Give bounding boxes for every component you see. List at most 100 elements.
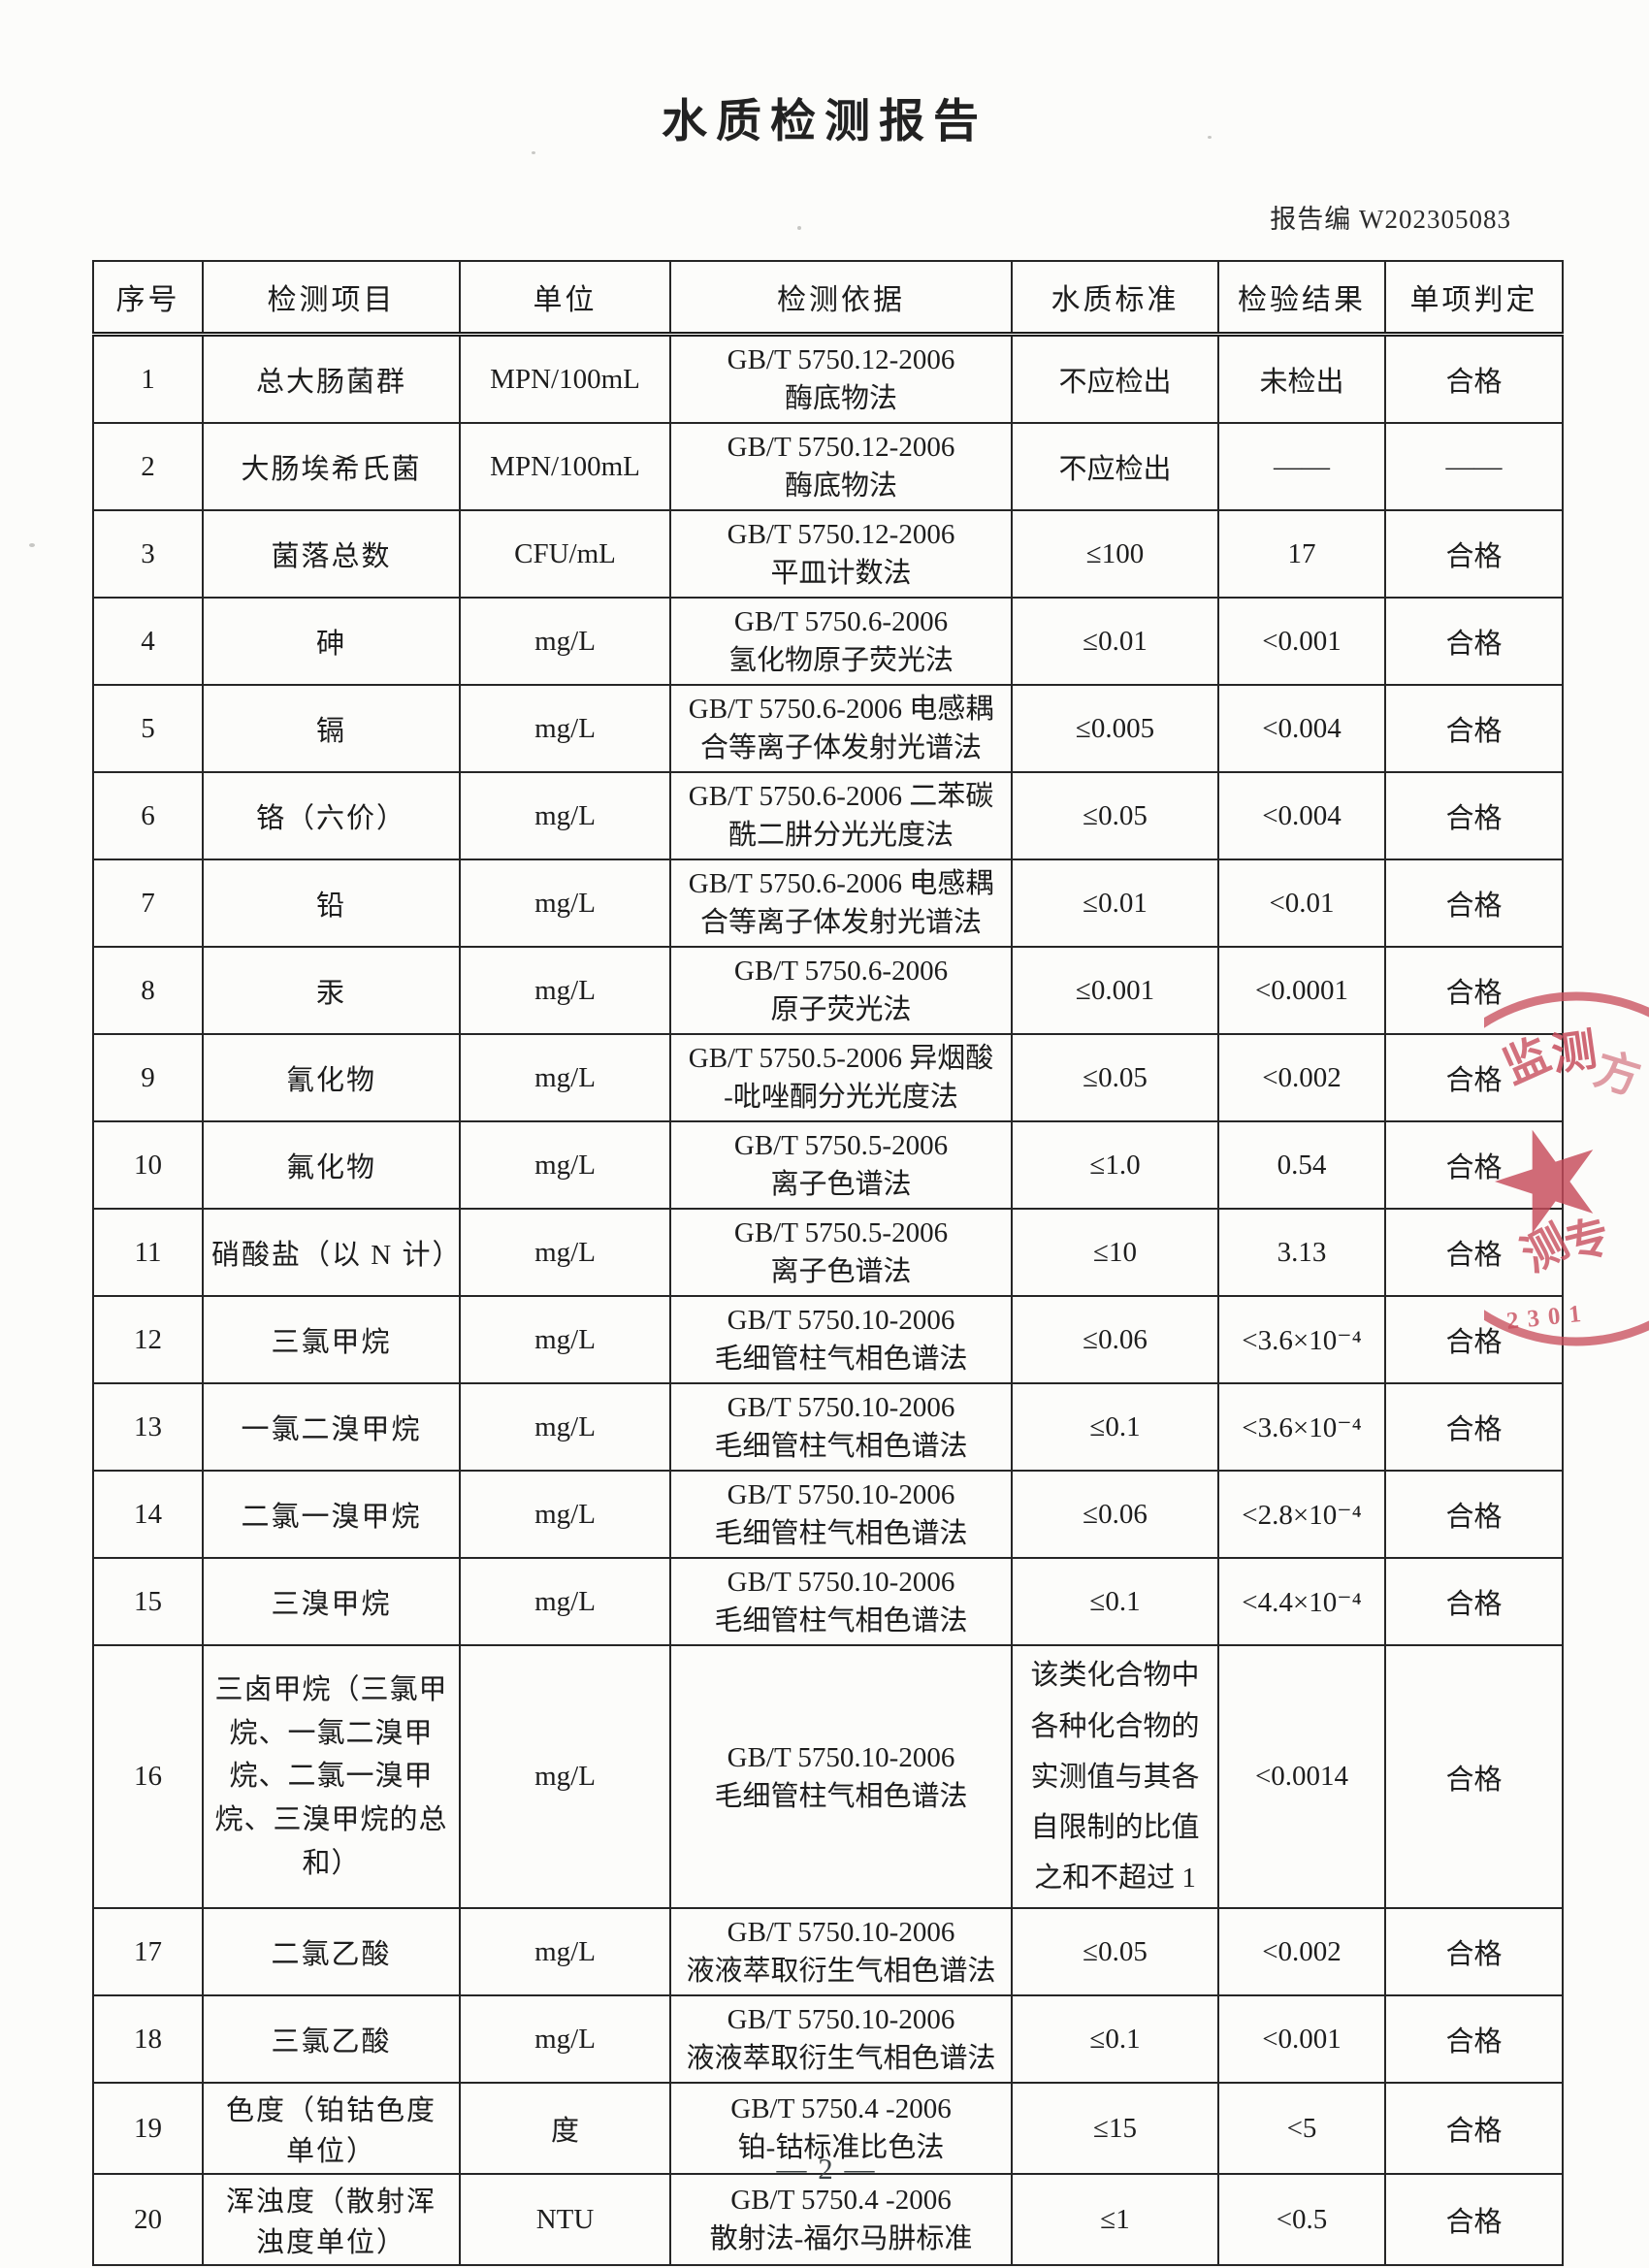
cell-item: 铅: [202, 859, 461, 949]
cell-method: GB/T 5750.10-2006 毛细管柱气相色谱法: [669, 1382, 1013, 1473]
cell-result: <0.0001: [1217, 946, 1386, 1036]
cell-unit: MPN/100mL: [459, 422, 671, 512]
scan-speckle: [29, 543, 35, 547]
cell-no: 10: [92, 1120, 204, 1211]
cell-result: <0.002: [1217, 1033, 1386, 1123]
cell-result: 未检出: [1217, 333, 1386, 425]
cell-method: GB/T 5750.10-2006 毛细管柱气相色谱法: [669, 1470, 1013, 1560]
cell-item: 浑浊度（散射浑浊度单位）: [202, 2173, 461, 2267]
cell-standard: ≤0.05: [1011, 1033, 1219, 1123]
cell-standard: ≤0.05: [1011, 1907, 1219, 1997]
table-row: 2 大肠埃希氏菌 MPN/100mL GB/T 5750.12-2006 酶底物法 不应…: [92, 422, 1564, 512]
cell-unit: mg/L: [459, 859, 671, 949]
cell-result: <0.001: [1217, 1994, 1386, 2085]
cell-method: GB/T 5750.10-2006 毛细管柱气相色谱法: [669, 1644, 1013, 1910]
table-row: 16 三卤甲烷（三氯甲烷、一氯二溴甲烷、二氯一溴甲烷、三溴甲烷的总和） mg/L GB…: [92, 1644, 1564, 1910]
scan-speckle: [532, 151, 535, 154]
table-row: 13 一氯二溴甲烷 mg/L GB/T 5750.10-2006 毛细管柱气相色谱法 ≤…: [92, 1382, 1564, 1473]
table-row: 17 二氯乙酸 mg/L GB/T 5750.10-2006 液液萃取衍生气相色谱法 ≤…: [92, 1907, 1564, 1997]
table-row: 14 二氯一溴甲烷 mg/L GB/T 5750.10-2006 毛细管柱气相色谱法 ≤…: [92, 1470, 1564, 1560]
cell-no: 18: [92, 1994, 204, 2085]
cell-judgement: 合格: [1384, 1295, 1564, 1385]
cell-judgement: 合格: [1384, 2173, 1564, 2267]
cell-judgement: 合格: [1384, 1382, 1564, 1473]
cell-judgement: 合格: [1384, 946, 1564, 1036]
cell-no: 4: [92, 597, 204, 687]
cell-result: <0.002: [1217, 1907, 1386, 1997]
cell-method: GB/T 5750.5-2006 离子色谱法: [669, 1120, 1013, 1211]
cell-standard: 不应检出: [1011, 422, 1219, 512]
cell-result: <3.6×10⁻⁴: [1217, 1382, 1386, 1473]
cell-result: <0.004: [1217, 771, 1386, 861]
cell-standard: ≤1.0: [1011, 1120, 1219, 1211]
cell-standard: ≤15: [1011, 2082, 1219, 2176]
cell-standard: ≤10: [1011, 1208, 1219, 1298]
cell-no: 1: [92, 333, 204, 425]
cell-standard: ≤100: [1011, 509, 1219, 599]
cell-unit: mg/L: [459, 1470, 671, 1560]
scan-speckle: [797, 226, 801, 230]
cell-no: 3: [92, 509, 204, 599]
cell-method: GB/T 5750.5-2006 异烟酸 -吡唑酮分光光度法: [669, 1033, 1013, 1123]
cell-unit: mg/L: [459, 771, 671, 861]
cell-result: 17: [1217, 509, 1386, 599]
cell-judgement: 合格: [1384, 1907, 1564, 1997]
cell-method: GB/T 5750.12-2006 平皿计数法: [669, 509, 1013, 599]
header-standard: 水质标准: [1011, 260, 1219, 337]
table-row: 1 总大肠菌群 MPN/100mL GB/T 5750.12-2006 酶底物法 不应检…: [92, 333, 1564, 425]
cell-unit: mg/L: [459, 1907, 671, 1997]
cell-method: GB/T 5750.4 -2006 散射法-福尔马肼标准: [669, 2173, 1013, 2267]
cell-item: 总大肠菌群: [202, 333, 461, 425]
cell-item: 硝酸盐（以 N 计）: [202, 1208, 461, 1298]
cell-result: ——: [1217, 422, 1386, 512]
cell-no: 2: [92, 422, 204, 512]
table-row: 12 三氯甲烷 mg/L GB/T 5750.10-2006 毛细管柱气相色谱法 ≤0.…: [92, 1295, 1564, 1385]
cell-unit: mg/L: [459, 946, 671, 1036]
cell-judgement: 合格: [1384, 1994, 1564, 2085]
cell-method: GB/T 5750.6-2006 电感耦 合等离子体发射光谱法: [669, 684, 1013, 774]
cell-result: <4.4×10⁻⁴: [1217, 1557, 1386, 1647]
cell-standard: 不应检出: [1011, 333, 1219, 425]
table-row: 18 三氯乙酸 mg/L GB/T 5750.10-2006 液液萃取衍生气相色谱法 ≤…: [92, 1994, 1564, 2085]
cell-result: 3.13: [1217, 1208, 1386, 1298]
cell-judgement: 合格: [1384, 684, 1564, 774]
cell-result: <0.0014: [1217, 1644, 1386, 1910]
cell-result: <0.004: [1217, 684, 1386, 774]
cell-judgement: 合格: [1384, 1644, 1564, 1910]
cell-method: GB/T 5750.6-2006 二苯碳 酰二肼分光光度法: [669, 771, 1013, 861]
cell-judgement: 合格: [1384, 2082, 1564, 2176]
cell-result: <2.8×10⁻⁴: [1217, 1470, 1386, 1560]
cell-standard: ≤0.05: [1011, 771, 1219, 861]
cell-no: 14: [92, 1470, 204, 1560]
cell-method: GB/T 5750.10-2006 毛细管柱气相色谱法: [669, 1557, 1013, 1647]
header-item: 检测项目: [202, 260, 461, 337]
cell-judgement: 合格: [1384, 333, 1564, 425]
cell-judgement: 合格: [1384, 597, 1564, 687]
cell-unit: mg/L: [459, 1208, 671, 1298]
cell-item: 三氯乙酸: [202, 1994, 461, 2085]
cell-item: 氟化物: [202, 1120, 461, 1211]
cell-method: GB/T 5750.10-2006 液液萃取衍生气相色谱法: [669, 1907, 1013, 1997]
water-quality-table: 序号 检测项目 单位 检测依据 水质标准 检验结果 单项判定 1 总大肠菌群 MPN…: [92, 260, 1564, 2267]
cell-method: GB/T 5750.5-2006 离子色谱法: [669, 1208, 1013, 1298]
cell-result: <3.6×10⁻⁴: [1217, 1295, 1386, 1385]
page-number: — 2 —: [776, 2152, 877, 2186]
scan-speckle: [1208, 136, 1212, 139]
stamp-ring-char: 方: [1589, 1044, 1646, 1104]
table-row: 5 镉 mg/L GB/T 5750.6-2006 电感耦 合等离子体发射光谱法 ≤0.…: [92, 684, 1564, 774]
cell-standard: ≤0.06: [1011, 1295, 1219, 1385]
cell-judgement: 合格: [1384, 509, 1564, 599]
cell-unit: mg/L: [459, 1120, 671, 1211]
header-unit: 单位: [459, 260, 671, 337]
cell-unit: mg/L: [459, 597, 671, 687]
table-row: 3 菌落总数 CFU/mL GB/T 5750.12-2006 平皿计数法 ≤100 17…: [92, 509, 1564, 599]
cell-item: 汞: [202, 946, 461, 1036]
cell-standard: ≤0.01: [1011, 597, 1219, 687]
cell-method: GB/T 5750.12-2006 酶底物法: [669, 422, 1013, 512]
cell-judgement: ——: [1384, 422, 1564, 512]
cell-no: 7: [92, 859, 204, 949]
table-row: 4 砷 mg/L GB/T 5750.6-2006 氢化物原子荧光法 ≤0.01 <0.0…: [92, 597, 1564, 687]
cell-standard: ≤0.1: [1011, 1557, 1219, 1647]
cell-unit: mg/L: [459, 684, 671, 774]
